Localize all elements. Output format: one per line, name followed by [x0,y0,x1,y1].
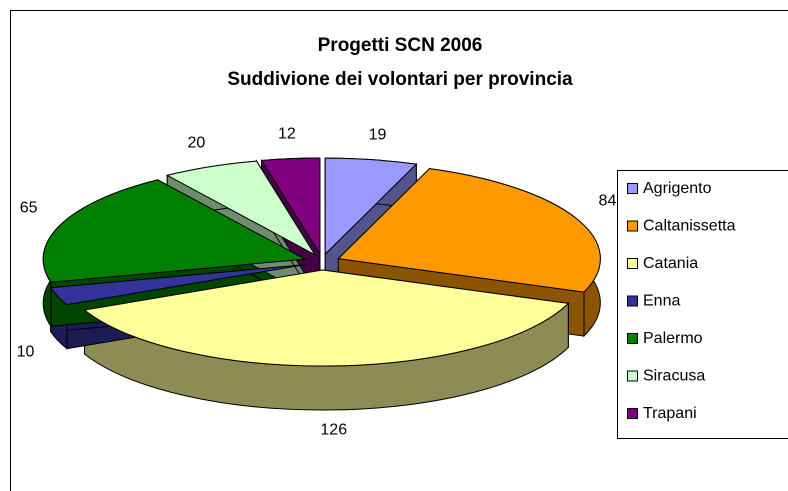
legend-label: Agrigento [643,180,712,197]
data-label: 126 [320,422,347,439]
data-label: 20 [188,134,206,151]
legend-label: Catania [643,255,698,272]
legend-box [617,170,788,439]
legend-label: Caltanissetta [643,218,736,235]
data-label: 10 [17,344,35,361]
legend-swatch [627,258,638,269]
legend-label: Enna [643,293,680,310]
slice [49,264,306,306]
legend-swatch [627,370,638,382]
slice [83,269,570,367]
legend-swatch [627,183,638,194]
slice [324,157,418,256]
data-label: 19 [369,127,387,144]
chart-subtitle: Suddivione dei volontari per provincia [227,69,573,90]
data-label: 12 [278,125,296,142]
data-labels: 19 84 126 10 65 20 12 [17,125,617,438]
data-label: 84 [599,193,617,210]
legend-swatch [627,295,638,307]
legend-label: Palermo [643,330,703,347]
legend-swatch [627,333,638,344]
legend-swatch [627,220,638,232]
data-label: 65 [20,200,38,217]
legend-label: Siracusa [643,368,705,385]
slice [260,157,321,256]
slice [165,160,317,256]
slice [337,168,601,293]
pie-tops [42,157,601,367]
legend-label: Trapani [643,405,697,422]
legend-swatch [627,408,638,419]
slice [42,179,307,283]
legend: Agrigento Caltanissetta Catania Enna Palermo… [627,180,736,422]
chart-title: Progetti SCN 2006 [318,35,483,56]
